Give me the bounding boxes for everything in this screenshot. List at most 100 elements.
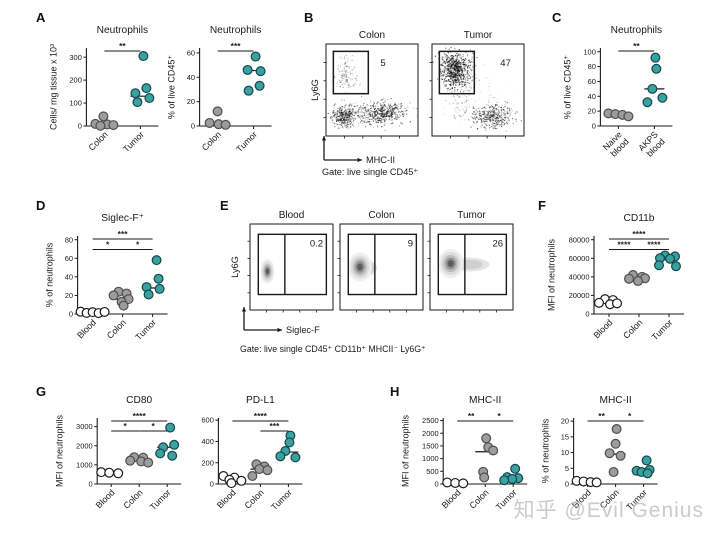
scatter-chart-C: Neutrophils% of live CD45⁺020406080100Na… bbox=[562, 25, 673, 159]
significance-stars: * bbox=[124, 421, 128, 431]
panel-label-e: E bbox=[220, 198, 229, 213]
chart-title: CD80 bbox=[126, 395, 152, 406]
data-points-colon bbox=[604, 424, 626, 478]
y-tick-label: 80000 bbox=[569, 235, 590, 244]
data-points-tumor bbox=[141, 255, 165, 300]
scatter-neutrophil-counts: Neutrophils Cells/ mg tissue x 10³ 0 100 200… bbox=[48, 22, 166, 179]
y-tick-label: 60 bbox=[65, 254, 73, 263]
data-points-tumor bbox=[653, 250, 681, 272]
flow-plot-ly6g-siglecf: Blood 0.2 Colon 9 Tumor 26 Siglec-F Ly6G Gate: l… bbox=[228, 206, 518, 361]
data-points-colon bbox=[623, 269, 650, 287]
panel-label-b: B bbox=[304, 10, 314, 25]
significance-bars: *** bbox=[457, 411, 514, 422]
data-points-colon bbox=[204, 106, 231, 130]
significance-stars: * bbox=[152, 421, 156, 431]
scatter-chart-A2: Neutrophils % of live CD45⁺ 0 20 40 60 Colon Tu… bbox=[166, 25, 272, 154]
flow-plot-title: Blood bbox=[279, 210, 305, 221]
scatter-chart-D: Siglec-F⁺ % of neutrophils 0 20 40 60 80 Blood C… bbox=[44, 213, 168, 342]
panel-label-f: F bbox=[538, 198, 546, 213]
contour-blob-blood bbox=[260, 258, 275, 284]
axis-arrowhead bbox=[277, 327, 282, 333]
y-tick-label: 0 bbox=[435, 480, 439, 489]
gate-percentage: 5 bbox=[380, 58, 385, 69]
y-tick-label: 500 bbox=[426, 467, 439, 476]
y-axis-label: MFI of neutrophils bbox=[54, 415, 64, 487]
scatter-neutrophil-percent-cd45: Neutrophils % of live CD45⁺ 0 20 40 60 Colon Tu… bbox=[166, 22, 280, 179]
flow-plot-title: Tumor bbox=[457, 210, 486, 221]
y-axis-label: % of neutrophils bbox=[44, 242, 54, 307]
flow-plot-title: Tumor bbox=[464, 30, 493, 41]
scatter-chart-G1: CD80 MFI of neutrophils 0 1000 2000 3000 Blood… bbox=[54, 395, 182, 512]
x-category-label: Colon bbox=[200, 129, 223, 152]
data-points-tumor bbox=[242, 51, 266, 96]
y-tick-label: 0 bbox=[210, 480, 214, 489]
y-tick-label: 20 bbox=[588, 107, 596, 116]
significance-stars: ** bbox=[119, 41, 126, 51]
flow-gate bbox=[257, 233, 328, 296]
y-tick-label: 20 bbox=[187, 97, 195, 106]
y-tick-label: 0 bbox=[89, 480, 93, 489]
y-tick-label: 400 bbox=[201, 437, 214, 446]
y-tick-label: 0 bbox=[69, 310, 73, 319]
x-category-label: Colon bbox=[87, 129, 110, 152]
x-category-label: Tumor bbox=[133, 317, 158, 342]
y-tick-label: 0 bbox=[191, 122, 195, 131]
y-tick-label: 0 bbox=[592, 122, 596, 131]
data-points-colon bbox=[90, 111, 119, 131]
y-tick-label: 0 bbox=[585, 310, 589, 319]
chart-title: CD11b bbox=[624, 213, 655, 224]
y-tick-label: 60000 bbox=[569, 254, 590, 263]
data-points-tumor bbox=[130, 51, 155, 108]
x-category-label: Colon bbox=[467, 487, 490, 510]
chart-title: Neutrophils bbox=[97, 25, 149, 36]
y-tick-label: 0 bbox=[78, 122, 82, 131]
y-tick-label: 2500 bbox=[422, 416, 439, 425]
significance-stars: ** bbox=[633, 41, 640, 51]
y-tick-label: 80 bbox=[588, 62, 596, 71]
y-axis-label: MFI of neutrophils bbox=[547, 238, 557, 311]
panel-label-a: A bbox=[36, 10, 46, 25]
significance-bars: *** bbox=[217, 41, 254, 52]
scatter-mhcii-percent: MHC-II% of neutrophils 0 5 10 15 20 Blood Colon… bbox=[540, 392, 666, 531]
axis-arrowhead bbox=[357, 157, 362, 163]
data-points-colon bbox=[478, 433, 499, 483]
x-category-label: Tumor bbox=[148, 487, 173, 512]
axis-arrowhead bbox=[241, 307, 247, 312]
significance-bars: ***** * bbox=[111, 411, 168, 432]
y-tick-label: 40 bbox=[187, 73, 195, 82]
significance-stars: **** bbox=[632, 229, 646, 239]
panel-label-h: H bbox=[390, 384, 400, 399]
flow-y-axis-label: Ly6G bbox=[310, 79, 320, 101]
x-category-label: Blood bbox=[94, 487, 117, 510]
panel-label-g: G bbox=[36, 384, 47, 399]
significance-stars: **** bbox=[617, 240, 631, 250]
y-axis-label: % of neutrophils bbox=[540, 418, 550, 483]
scatter-blood-neutrophils: Neutrophils% of live CD45⁺ 0 20 40 60 80 100 Na… bbox=[562, 22, 680, 189]
significance-stars: * bbox=[106, 240, 110, 250]
flow-dots-B: Colon 5 Tumor 47 MHC-II Ly6G Gate: live single… bbox=[310, 30, 525, 177]
data-points-blood bbox=[75, 306, 110, 319]
scatter-cd80-mfi: CD80 MFI of neutrophils 0 1000 2000 3000 Blood… bbox=[54, 392, 189, 531]
y-tick-label: 40 bbox=[588, 92, 596, 101]
y-axis-label: % of live CD45⁺ bbox=[166, 55, 176, 119]
y-tick-label: 200 bbox=[69, 76, 82, 85]
y-tick-label: 200 bbox=[201, 458, 214, 467]
flow-y-axis-label: Ly6G bbox=[230, 256, 240, 278]
data-points-colon bbox=[247, 459, 273, 482]
y-tick-label: 10 bbox=[561, 448, 569, 457]
x-category-label: Tumor bbox=[650, 317, 675, 342]
gate-percentage: 0.2 bbox=[310, 238, 323, 249]
dot-cloud-tumor bbox=[432, 46, 523, 132]
significance-stars: **** bbox=[133, 411, 147, 421]
gate-caption: Gate: live single CD45⁺ bbox=[322, 167, 418, 177]
chart-title: Neutrophils bbox=[611, 25, 663, 36]
data-points-tumor bbox=[275, 430, 301, 463]
y-tick-label: 20 bbox=[561, 417, 569, 426]
significance-stars: * bbox=[136, 240, 140, 250]
scatter-chart-A1: Neutrophils Cells/ mg tissue x 10³ 0 100 200… bbox=[48, 25, 159, 154]
data-points-naive-blood bbox=[603, 108, 634, 122]
x-category-label: Colon bbox=[105, 317, 128, 340]
scatter-cd11b-mfi: CD11b MFI of neutrophils 0 20000 40000 60000 8… bbox=[546, 210, 692, 365]
y-tick-label: 20 bbox=[65, 291, 73, 300]
